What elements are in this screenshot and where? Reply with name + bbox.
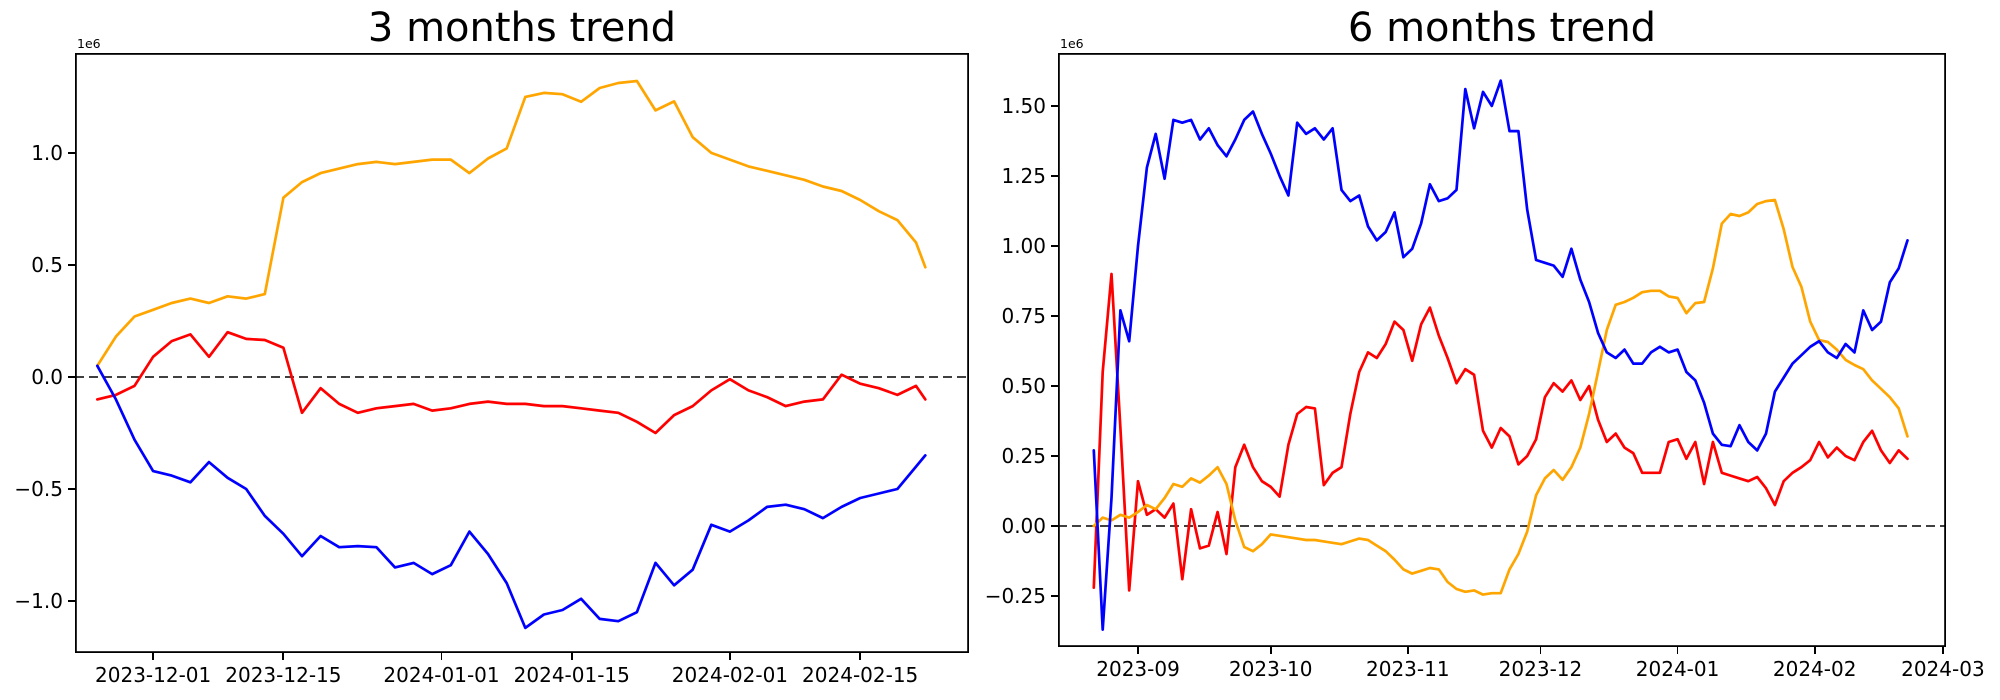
x-tick-mark <box>1269 647 1272 654</box>
plot-area <box>74 52 970 654</box>
y-tick-label: 1.50 <box>1001 93 1046 118</box>
x-tick-mark <box>440 653 443 660</box>
y-tick-mark <box>68 264 75 266</box>
y-tick-label: 0.5 <box>31 252 63 277</box>
x-tick-label: 2024-01 <box>1635 657 1720 681</box>
x-tick-label: 2023-12 <box>1498 657 1583 681</box>
x-tick-label: 2023-10 <box>1228 657 1313 681</box>
series-line-blue <box>95 364 927 630</box>
chart-title: 3 months trend <box>367 5 677 51</box>
y-tick-mark <box>1051 385 1058 387</box>
x-tick-label: 2023-12-01 <box>95 663 212 687</box>
x-tick-mark <box>729 653 731 660</box>
y-tick-label: 0.25 <box>1001 444 1046 468</box>
y-tick-mark <box>68 152 75 154</box>
y-tick-label: 0.75 <box>1001 303 1046 328</box>
x-tick-label: 2024-02-15 <box>802 663 919 687</box>
x-tick-label: 2024-02 <box>1772 657 1857 681</box>
x-tick-label: 2023-11 <box>1366 657 1450 681</box>
y-tick-label: 0.00 <box>1001 514 1046 538</box>
series-line-orange <box>95 79 927 368</box>
series-line-red <box>1092 272 1909 592</box>
x-tick-mark <box>1813 647 1816 654</box>
y-tick-mark <box>68 376 75 378</box>
x-tick-mark <box>1676 647 1679 654</box>
series-line-red <box>95 330 927 435</box>
x-tick-label: 2024-01-01 <box>383 663 500 687</box>
y-tick-label: −0.5 <box>14 476 63 501</box>
y-tick-mark <box>1051 315 1058 317</box>
y-tick-mark <box>68 488 75 490</box>
y-tick-label: 0.0 <box>31 364 63 389</box>
series-line-orange <box>1092 198 1909 596</box>
y-tick-mark <box>1051 245 1058 247</box>
x-tick-mark <box>152 653 155 660</box>
x-tick-mark <box>1942 647 1944 654</box>
plot-area <box>1057 52 1947 648</box>
x-tick-mark <box>570 653 573 660</box>
y-tick-label: −0.25 <box>984 584 1046 609</box>
y-tick-mark <box>1051 105 1058 107</box>
x-tick-label: 2024-02-01 <box>671 663 789 687</box>
y-tick-mark <box>1051 175 1058 177</box>
y-tick-label: 0.50 <box>1001 373 1046 398</box>
x-tick-mark <box>282 653 285 660</box>
axes-border <box>74 52 970 654</box>
x-tick-label: 2024-01-15 <box>513 663 630 687</box>
y-axis-offset-label: 1e6 <box>1060 36 1084 51</box>
y-tick-mark <box>1051 525 1058 527</box>
x-tick-mark <box>859 653 862 660</box>
y-tick-label: −1.0 <box>14 589 63 614</box>
series-line-blue <box>1092 79 1909 631</box>
axes-border <box>1057 52 1947 648</box>
x-tick-label: 2023-12-15 <box>225 663 342 687</box>
y-tick-mark <box>1051 455 1058 457</box>
x-tick-mark <box>1406 647 1409 654</box>
y-tick-label: 1.25 <box>1001 163 1046 188</box>
chart-title: 6 months trend <box>1347 5 1657 51</box>
x-tick-mark <box>1539 647 1542 654</box>
y-tick-label: 1.00 <box>1001 233 1046 258</box>
y-tick-label: 1.0 <box>31 140 63 165</box>
y-tick-mark <box>1051 595 1058 597</box>
y-axis-offset-label: 1e6 <box>77 36 101 51</box>
y-tick-mark <box>68 600 75 602</box>
x-tick-mark <box>1137 647 1139 654</box>
x-tick-label: 2024-03 <box>1901 657 1985 681</box>
x-tick-label: 2023-09 <box>1096 657 1180 681</box>
